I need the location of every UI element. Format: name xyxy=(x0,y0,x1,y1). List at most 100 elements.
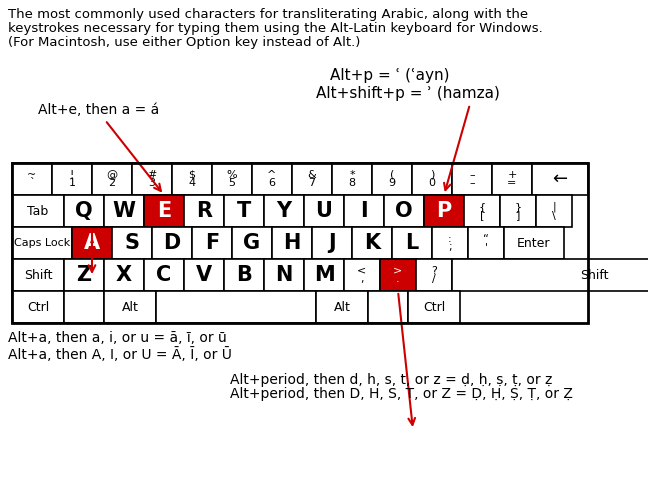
Bar xyxy=(104,259,144,291)
Bar xyxy=(292,163,332,195)
Bar xyxy=(144,195,184,227)
Text: P: P xyxy=(436,201,452,221)
Text: Alt: Alt xyxy=(334,300,351,313)
Text: C: C xyxy=(156,265,172,285)
Text: !
1: ! 1 xyxy=(69,170,76,189)
Text: |
\: | \ xyxy=(552,201,556,221)
Text: Shift: Shift xyxy=(24,268,52,281)
Text: O: O xyxy=(395,201,413,221)
Bar xyxy=(272,227,312,259)
Text: Alt+shift+p = ʾ (hamza): Alt+shift+p = ʾ (hamza) xyxy=(316,86,500,101)
Bar xyxy=(64,259,104,291)
Bar xyxy=(344,195,384,227)
Bar xyxy=(104,291,156,323)
Bar xyxy=(252,163,292,195)
Text: A: A xyxy=(84,233,100,253)
Text: Alt+period, then D, H, S, T, or Z = Ḍ, Ḥ, Ṣ, Ṭ, or Ẓ: Alt+period, then D, H, S, T, or Z = Ḍ, Ḥ… xyxy=(230,387,573,401)
Bar xyxy=(380,259,416,291)
Text: Y: Y xyxy=(277,201,292,221)
Text: D: D xyxy=(163,233,181,253)
Text: *
8: * 8 xyxy=(349,170,356,189)
Text: }
]: } ] xyxy=(515,202,522,220)
Bar xyxy=(192,227,232,259)
Bar xyxy=(224,259,264,291)
Bar xyxy=(212,163,252,195)
Text: I: I xyxy=(360,201,368,221)
Text: ←: ← xyxy=(553,170,568,188)
Text: Ctrl: Ctrl xyxy=(423,300,445,313)
Bar xyxy=(532,163,588,195)
Bar xyxy=(304,259,344,291)
Text: G: G xyxy=(244,233,260,253)
Text: E: E xyxy=(157,201,171,221)
Bar xyxy=(452,163,492,195)
Text: J: J xyxy=(328,233,336,253)
Text: {
[: { [ xyxy=(478,202,485,220)
Text: H: H xyxy=(283,233,301,253)
Bar xyxy=(224,195,264,227)
Bar xyxy=(12,195,64,227)
Text: Ctrl: Ctrl xyxy=(27,300,49,313)
Text: #
3: # 3 xyxy=(147,170,157,189)
Bar xyxy=(12,163,52,195)
Bar xyxy=(72,227,112,259)
Text: Alt+p = ʿ (ʿayn): Alt+p = ʿ (ʿayn) xyxy=(330,68,450,83)
Bar xyxy=(392,227,432,259)
Text: keystrokes necessary for typing them using the Alt-Latin keyboard for Windows.: keystrokes necessary for typing them usi… xyxy=(8,22,543,35)
Text: W: W xyxy=(113,201,135,221)
Text: %
5: % 5 xyxy=(227,170,237,189)
Text: &
7: & 7 xyxy=(308,170,316,189)
Text: The most commonly used characters for transliterating Arabic, along with the: The most commonly used characters for tr… xyxy=(8,8,528,21)
Bar xyxy=(536,195,572,227)
Text: M: M xyxy=(314,265,334,285)
Bar xyxy=(12,227,72,259)
Bar xyxy=(332,163,372,195)
Text: “
': “ ' xyxy=(483,234,489,252)
Bar xyxy=(12,163,588,323)
Text: :
;: : ; xyxy=(448,234,452,252)
Bar xyxy=(464,195,500,227)
Text: Alt+a, then A, I, or U = Ā, Ī, or Ū: Alt+a, then A, I, or U = Ā, Ī, or Ū xyxy=(8,347,232,362)
Text: ^
6: ^ 6 xyxy=(268,170,277,189)
Text: B: B xyxy=(236,265,252,285)
Text: –
–: – – xyxy=(469,170,475,189)
Text: N: N xyxy=(275,265,293,285)
Bar xyxy=(372,163,412,195)
Bar xyxy=(264,259,304,291)
Text: ~
`: ~ ` xyxy=(27,170,37,189)
Text: Shift: Shift xyxy=(580,268,608,281)
Bar xyxy=(12,259,64,291)
Bar xyxy=(232,227,272,259)
Bar xyxy=(500,195,536,227)
Text: L: L xyxy=(406,233,419,253)
Bar xyxy=(368,291,408,323)
Bar xyxy=(132,163,172,195)
Bar xyxy=(504,227,564,259)
Bar xyxy=(184,259,224,291)
Text: T: T xyxy=(237,201,251,221)
Bar xyxy=(64,195,104,227)
Bar xyxy=(384,195,424,227)
Text: K: K xyxy=(364,233,380,253)
Bar xyxy=(416,259,452,291)
Text: Alt+a, then a, i, or u = ā, ī, or ū: Alt+a, then a, i, or u = ā, ī, or ū xyxy=(8,331,227,345)
Text: (For Macintosh, use either Option key instead of Alt.): (For Macintosh, use either Option key in… xyxy=(8,36,360,49)
Text: @
2: @ 2 xyxy=(106,170,117,189)
Bar xyxy=(452,259,648,291)
Text: )
0: ) 0 xyxy=(428,170,435,189)
Bar xyxy=(184,195,224,227)
Bar xyxy=(12,291,64,323)
Bar xyxy=(172,163,212,195)
Text: Alt+period, then d, h, s, t, or z = ḍ, ḥ, ṣ, ṭ, or ẓ: Alt+period, then d, h, s, t, or z = ḍ, ḥ… xyxy=(230,373,552,387)
Text: Alt+e, then a = á: Alt+e, then a = á xyxy=(38,103,159,117)
Text: R: R xyxy=(196,201,212,221)
Text: $
4: $ 4 xyxy=(189,170,196,189)
Text: +
=: + = xyxy=(507,170,516,189)
Bar xyxy=(492,163,532,195)
Bar xyxy=(432,227,468,259)
Text: >
.: > . xyxy=(393,266,402,284)
Text: Caps Lock: Caps Lock xyxy=(14,238,70,248)
Bar xyxy=(316,291,368,323)
Bar xyxy=(344,259,380,291)
Text: ?
/: ? / xyxy=(431,266,437,284)
